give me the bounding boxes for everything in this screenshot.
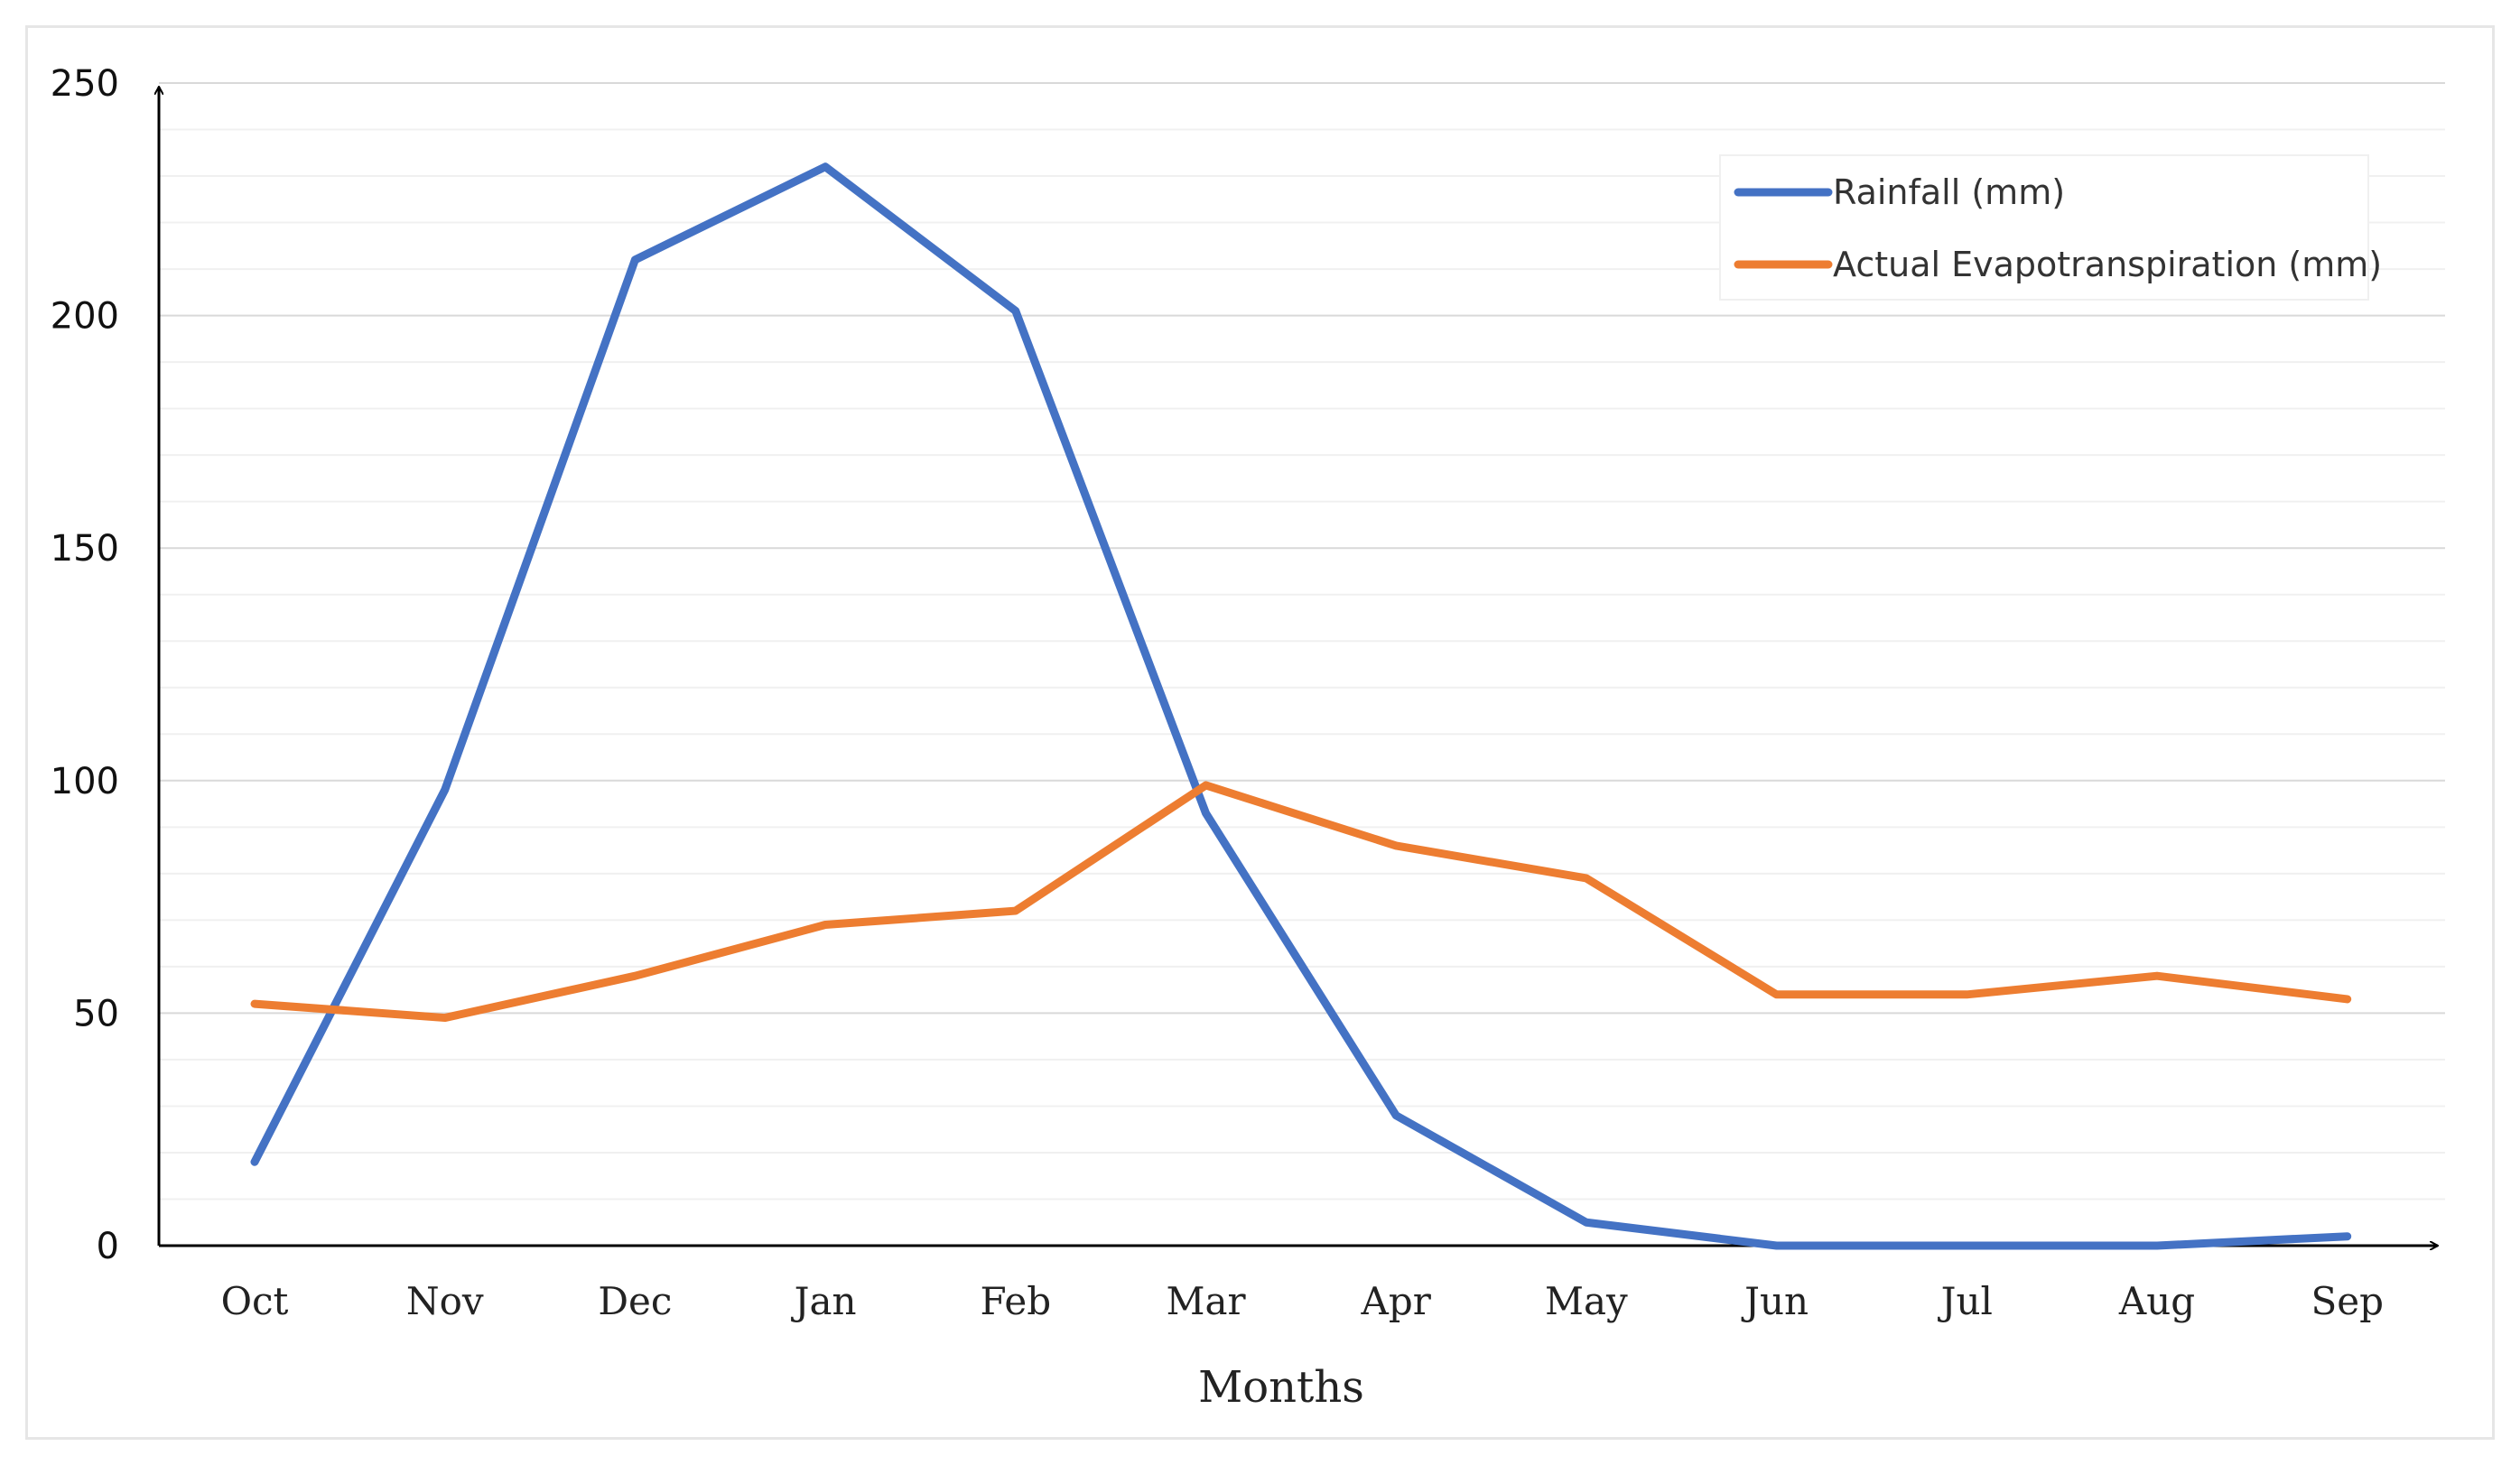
- y-tick-label: 50: [73, 993, 119, 1034]
- minor-gridlines: [159, 128, 2445, 1201]
- x-tick-label: Feb: [981, 1279, 1052, 1323]
- x-tick-label: May: [1545, 1279, 1628, 1323]
- major-gridlines: [159, 82, 2445, 1015]
- x-tick-label: Jun: [1741, 1279, 1809, 1323]
- y-tick-labels: 0 50 100 150 200 250: [51, 63, 119, 1267]
- series-lines: [250, 162, 2352, 1250]
- x-tick-labels: Oct Nov Dec Jan Feb Mar Apr May Jun Jul Aug Sep: [221, 1279, 2384, 1323]
- x-tick-label: Jul: [1938, 1279, 1993, 1323]
- x-tick-label: Jan: [791, 1279, 857, 1323]
- y-tick-label: 0: [97, 1226, 119, 1267]
- legend-label: Actual Evapotranspiration (mm): [1833, 245, 2382, 284]
- legend: Rainfall (mm) Actual Evapotranspiration (…: [1719, 154, 2382, 301]
- series-line-rainfall: [250, 162, 2352, 1250]
- legend-label: Rainfall (mm): [1833, 172, 2065, 212]
- x-tick-label: Sep: [2311, 1279, 2384, 1323]
- y-tick-label: 100: [51, 761, 119, 802]
- series-line-evapotranspiration: [250, 781, 2352, 1023]
- y-tick-label: 250: [51, 63, 119, 105]
- x-tick-label: Oct: [221, 1279, 289, 1323]
- y-tick-label: 200: [51, 296, 119, 338]
- x-tick-label: Nov: [406, 1279, 484, 1323]
- x-tick-label: Apr: [1361, 1279, 1432, 1323]
- x-tick-label: Aug: [2118, 1279, 2195, 1323]
- x-axis-title: Months: [1198, 1362, 1364, 1413]
- x-tick-label: Dec: [598, 1279, 672, 1323]
- y-tick-label: 150: [51, 528, 119, 570]
- x-tick-label: Mar: [1166, 1279, 1246, 1323]
- legend-box: [1719, 154, 2369, 301]
